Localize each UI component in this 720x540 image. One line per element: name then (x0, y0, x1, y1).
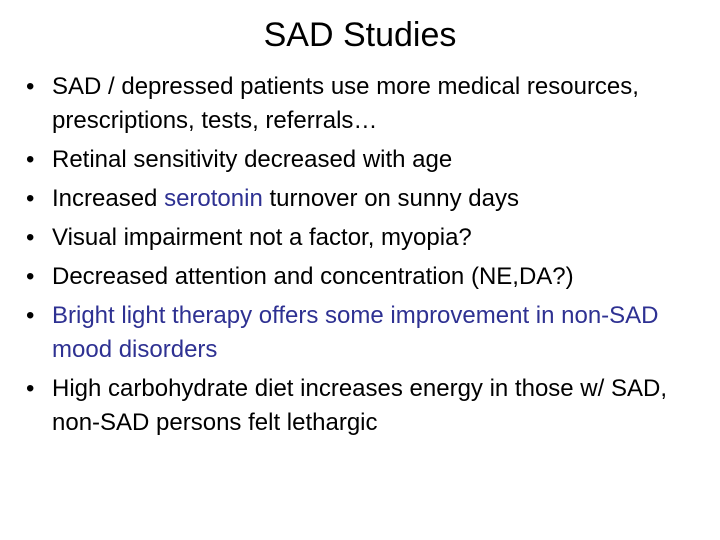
slide-title: SAD Studies (263, 16, 457, 54)
bullet-text: SAD / depressed patients use more medica… (52, 73, 639, 134)
bullet-text: High carbohydrate diet increases energy … (52, 375, 667, 436)
bullet-item: SAD / depressed patients use more medica… (26, 70, 696, 138)
bullet-item: High carbohydrate diet increases energy … (26, 372, 696, 440)
bullet-text: Decreased attention and concentration (N… (52, 263, 574, 290)
bullet-item: Increased serotonin turnover on sunny da… (26, 182, 696, 216)
bullet-text: Retinal sensitivity decreased with age (52, 146, 453, 173)
bullet-item: Decreased attention and concentration (N… (26, 260, 696, 294)
bullet-item: Bright light therapy offers some improve… (26, 299, 696, 367)
bullet-item: Visual impairment not a factor, myopia? (26, 221, 696, 255)
bullet-text: Increased (52, 185, 165, 212)
bullet-text: turnover on sunny days (262, 185, 519, 212)
bullet-item: Retinal sensitivity decreased with age (26, 143, 696, 177)
bullet-text: Bright light therapy offers some improve… (52, 302, 659, 363)
bullet-text: Visual impairment not a factor, myopia? (52, 224, 472, 251)
bullet-list: SAD / depressed patients use more medica… (26, 70, 696, 445)
bullet-text: serotonin (164, 185, 263, 212)
